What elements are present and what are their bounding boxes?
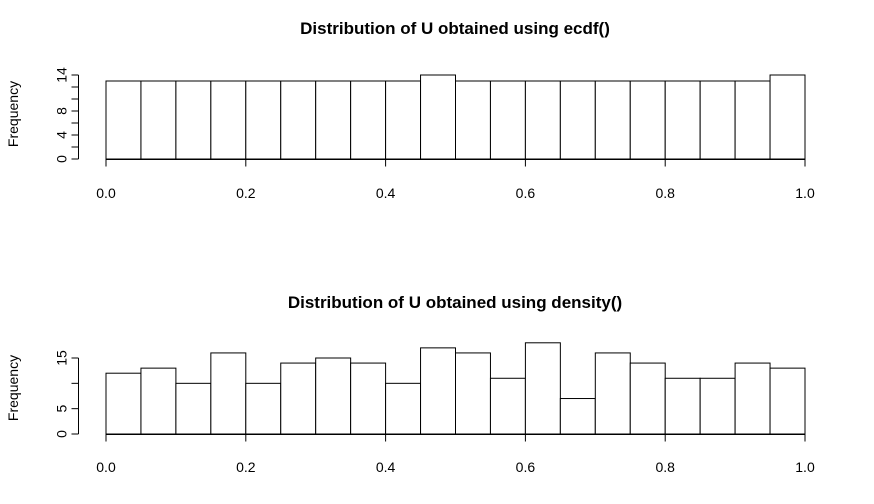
x-tick-label: 0.2 <box>236 459 256 475</box>
histogram-bar <box>420 347 456 435</box>
histogram-bar <box>629 80 666 160</box>
histogram-bar <box>524 80 561 160</box>
histogram-bar <box>105 372 142 435</box>
x-tick-label: 0.8 <box>655 185 675 201</box>
histogram-bar <box>245 80 282 160</box>
y-axis-label-ecdf: Frequency <box>5 81 21 147</box>
histogram-bar <box>594 352 631 435</box>
x-axis-ecdf: 0.0 0.2 0.4 0.6 0.8 1.0 <box>96 159 815 201</box>
histogram-panel-density: Distribution of U obtained using density… <box>5 293 815 475</box>
histogram-bar <box>559 80 596 160</box>
histogram-bar <box>140 367 177 435</box>
histogram-bar <box>734 362 771 435</box>
x-tick-label: 0.6 <box>516 459 536 475</box>
histogram-bar <box>629 362 666 435</box>
x-tick-label: 0.4 <box>376 185 396 201</box>
histogram-panel-ecdf: Distribution of U obtained using ecdf() … <box>5 19 815 201</box>
histogram-bar <box>280 80 317 160</box>
histogram-bar <box>280 362 317 435</box>
chart-title-ecdf: Distribution of U obtained using ecdf() <box>300 19 610 38</box>
histogram-bar <box>699 377 736 435</box>
histogram-bar <box>699 80 736 160</box>
histogram-bar <box>140 80 177 160</box>
histogram-bar <box>175 80 212 160</box>
histogram-bar <box>315 357 352 435</box>
x-tick-label: 0.0 <box>96 185 116 201</box>
histogram-bar <box>664 80 701 160</box>
x-axis-density: 0.0 0.2 0.4 0.6 0.8 1.0 <box>96 434 815 475</box>
x-tick-label: 0.8 <box>655 459 675 475</box>
x-tick-label: 0.6 <box>516 185 536 201</box>
y-tick-label: 0 <box>54 155 70 163</box>
histogram-bar <box>105 80 142 160</box>
histogram-bar <box>769 367 806 435</box>
x-tick-label: 1.0 <box>795 459 815 475</box>
chart-title-density: Distribution of U obtained using density… <box>288 293 622 312</box>
x-tick-label: 1.0 <box>795 185 815 201</box>
x-tick-label: 0.2 <box>236 185 256 201</box>
histogram-bar <box>420 74 456 160</box>
histogram-bar <box>524 342 561 435</box>
y-tick-label: 5 <box>54 405 70 413</box>
histogram-bar <box>385 80 422 160</box>
histogram-bar <box>559 398 596 435</box>
histogram-bar <box>664 377 701 435</box>
histogram-bar <box>769 74 806 160</box>
histogram-bar <box>489 377 526 435</box>
y-tick-label: 0 <box>54 430 70 438</box>
histogram-bar <box>210 80 247 160</box>
x-tick-label: 0.0 <box>96 459 116 475</box>
x-tick-label: 0.4 <box>376 459 396 475</box>
histogram-bar <box>210 352 247 435</box>
y-tick-label: 8 <box>54 107 70 115</box>
histogram-bar <box>455 352 491 435</box>
y-axis-label-density: Frequency <box>5 355 21 421</box>
histogram-bar <box>175 382 212 435</box>
y-tick-label: 15 <box>54 350 70 366</box>
histogram-bar <box>734 80 771 160</box>
histogram-bar <box>350 80 387 160</box>
histogram-bar <box>455 80 491 160</box>
histogram-bar <box>594 80 631 160</box>
y-tick-label: 4 <box>54 131 70 139</box>
histogram-bar <box>350 362 387 435</box>
y-axis-ecdf: 0 4 8 14 <box>54 67 79 163</box>
histogram-bar <box>489 80 526 160</box>
bars-density <box>105 342 806 435</box>
bars-ecdf <box>105 74 806 160</box>
histogram-bar <box>385 382 422 435</box>
histogram-bar <box>315 80 352 160</box>
y-tick-label: 14 <box>54 67 70 83</box>
histogram-bar <box>245 382 282 435</box>
y-axis-density: 0 5 15 <box>54 350 79 438</box>
